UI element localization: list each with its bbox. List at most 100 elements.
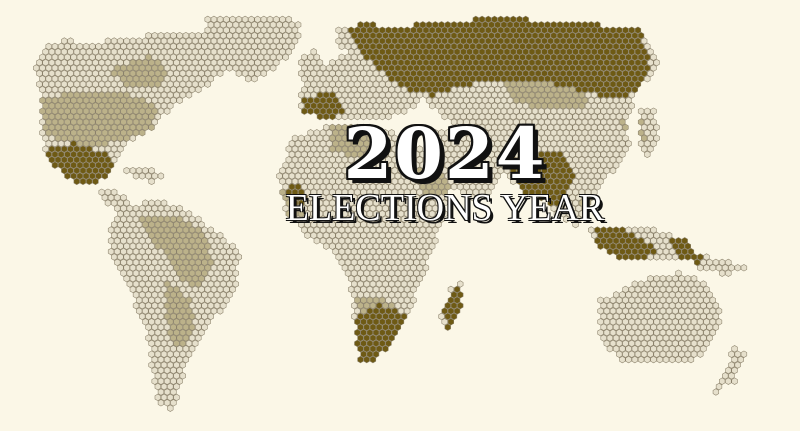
hex-no-election <box>737 355 744 364</box>
hex-no-election <box>416 188 423 196</box>
hex-no-election <box>606 345 614 353</box>
hex-no-election <box>510 123 517 132</box>
hex-no-election <box>329 156 336 164</box>
hex-election-2024 <box>360 26 367 34</box>
hex-no-election <box>145 237 152 245</box>
hex-no-election <box>394 183 402 191</box>
hex-election-other <box>67 91 74 99</box>
hex-no-election <box>407 172 414 180</box>
hex-no-election <box>313 64 320 72</box>
hex-no-election <box>503 166 511 175</box>
hex-no-election <box>304 156 311 164</box>
hex-election-other <box>588 193 595 202</box>
hex-no-election <box>429 210 436 218</box>
hex-no-election <box>254 37 261 45</box>
hex-no-election <box>273 58 280 67</box>
hex-election-2024 <box>366 339 373 348</box>
hex-election-2024 <box>400 312 408 321</box>
hex-no-election <box>516 112 523 121</box>
hex-no-election <box>301 139 308 148</box>
hex-no-election <box>694 301 701 310</box>
hex-election-2024 <box>491 48 498 56</box>
hex-no-election <box>185 285 193 294</box>
hex-no-election <box>248 37 255 45</box>
hex-no-election <box>369 237 377 245</box>
hex-no-election <box>326 150 333 159</box>
hex-no-election <box>207 21 214 29</box>
hex-election-2024 <box>366 318 373 326</box>
hex-no-election <box>326 237 333 245</box>
hex-no-election <box>475 96 483 105</box>
hex-election-other <box>173 307 180 315</box>
hex-no-election <box>347 69 355 78</box>
hex-election-other <box>198 231 205 240</box>
hex-election-2024 <box>538 183 545 191</box>
hex-election-other <box>535 102 542 110</box>
hex-no-election <box>394 204 402 213</box>
hex-election-other <box>154 80 161 88</box>
hex-election-2024 <box>360 328 367 337</box>
hex-election-other <box>503 80 511 88</box>
hex-no-election <box>684 350 691 358</box>
hex-election-2024 <box>372 307 380 315</box>
hex-no-election <box>650 312 657 321</box>
hex-no-election <box>226 291 233 299</box>
hex-no-election <box>260 37 267 45</box>
hex-no-election <box>226 269 233 277</box>
hex-no-election <box>600 172 607 180</box>
hex-no-election <box>319 226 327 234</box>
hex-no-election <box>285 145 292 153</box>
hex-no-election <box>257 64 264 72</box>
hex-election-2024 <box>538 172 545 180</box>
hex-no-election <box>644 226 651 234</box>
hex-no-election <box>678 274 685 283</box>
hex-no-election <box>332 204 339 213</box>
hex-election-2024 <box>550 193 557 202</box>
hex-no-election <box>114 42 121 51</box>
hex-election-other <box>98 123 105 132</box>
hex-election-other <box>142 102 149 110</box>
hex-no-election <box>157 355 165 364</box>
hex-no-election <box>98 188 105 196</box>
hex-election-2024 <box>531 21 539 29</box>
hex-no-election <box>42 91 49 99</box>
hex-election-2024 <box>360 339 367 348</box>
hex-election-other <box>86 91 93 99</box>
hex-no-election <box>500 161 508 169</box>
hex-election-2024 <box>92 177 99 186</box>
hex-election-2024 <box>550 150 557 159</box>
hex-election-2024 <box>681 247 688 256</box>
hex-no-election <box>388 258 395 267</box>
hex-election-other <box>366 134 373 142</box>
hex-election-other <box>86 102 93 110</box>
hex-no-election <box>535 145 542 153</box>
hex-election-2024 <box>294 183 302 191</box>
hex-no-election <box>39 64 46 72</box>
hex-election-2024 <box>541 58 548 67</box>
hex-election-other <box>357 150 364 159</box>
hex-election-other <box>167 220 174 229</box>
hex-election-other <box>188 226 196 234</box>
hex-no-election <box>145 312 152 321</box>
hex-no-election <box>310 48 317 56</box>
hex-no-election <box>382 161 389 169</box>
hex-no-election <box>609 296 617 304</box>
hex-no-election <box>326 161 333 169</box>
hex-no-election <box>101 53 108 61</box>
hex-election-other <box>388 301 395 310</box>
hex-election-2024 <box>385 37 392 45</box>
hex-no-election <box>631 355 638 364</box>
hex-no-election <box>192 339 199 348</box>
hex-election-other <box>354 134 361 142</box>
hex-no-election <box>569 118 576 126</box>
hex-no-election <box>438 215 445 223</box>
hex-no-election <box>210 264 218 272</box>
hex-no-election <box>416 274 423 283</box>
hex-election-2024 <box>98 156 105 164</box>
hex-no-election <box>522 123 529 132</box>
hex-no-election <box>603 123 610 132</box>
hex-no-election <box>372 210 380 218</box>
hex-no-election <box>157 388 165 396</box>
hex-election-2024 <box>513 53 520 61</box>
hex-no-election <box>170 75 177 83</box>
